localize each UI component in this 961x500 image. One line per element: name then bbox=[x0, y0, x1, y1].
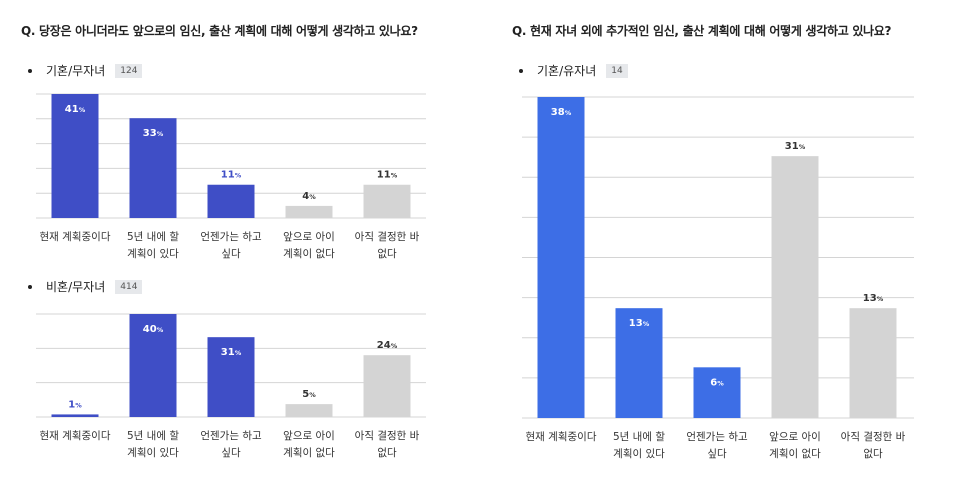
category-label: 아직 결정한 바 bbox=[841, 431, 906, 443]
bar bbox=[849, 308, 897, 418]
data-label: 41% bbox=[65, 104, 86, 115]
category-label: 앞으로 아이 bbox=[283, 231, 335, 243]
category-label: 싶다 bbox=[221, 248, 241, 260]
bar bbox=[363, 184, 411, 218]
bar bbox=[285, 205, 333, 218]
category-label: 5년 내에 할 bbox=[613, 431, 665, 443]
data-label: 5% bbox=[302, 389, 316, 400]
category-label: 없다 bbox=[863, 447, 883, 460]
category-label: 현재 계획중이다 bbox=[40, 231, 111, 243]
respondent-count-badge: 14 bbox=[606, 63, 628, 78]
data-label: 38% bbox=[551, 107, 572, 118]
category-label: 아직 결정한 바 bbox=[355, 430, 420, 442]
category-label: 싶다 bbox=[707, 448, 727, 460]
bar bbox=[771, 156, 819, 418]
category-label: 없다 bbox=[377, 247, 397, 260]
category-label: 없다 bbox=[377, 446, 397, 459]
data-label: 1% bbox=[68, 399, 82, 410]
bar bbox=[51, 414, 99, 417]
category-label: 5년 내에 할 bbox=[127, 430, 179, 442]
data-label: 4% bbox=[302, 191, 316, 202]
category-label: 현재 계획중이다 bbox=[40, 430, 111, 442]
data-label: 31% bbox=[221, 347, 242, 358]
category-label: 계획이 있다 bbox=[613, 448, 665, 460]
category-label: 계획이 있다 bbox=[127, 447, 179, 459]
data-label: 13% bbox=[629, 318, 650, 329]
group-label: 기혼/유자녀 bbox=[537, 64, 597, 78]
category-label: 현재 계획중이다 bbox=[526, 431, 597, 443]
bar bbox=[537, 97, 585, 418]
category-label: 언젠가는 하고 bbox=[200, 429, 262, 442]
bullet-icon bbox=[28, 284, 32, 289]
bar bbox=[363, 355, 411, 417]
bar bbox=[129, 118, 177, 218]
bullet-icon bbox=[28, 68, 32, 73]
bar bbox=[129, 314, 177, 417]
data-label: 11% bbox=[377, 170, 398, 181]
category-label: 5년 내에 할 bbox=[127, 231, 179, 243]
category-label: 계획이 없다 bbox=[769, 447, 821, 460]
data-label: 31% bbox=[785, 141, 806, 152]
category-label: 앞으로 아이 bbox=[769, 431, 821, 443]
category-label: 싶다 bbox=[221, 447, 241, 459]
bar bbox=[207, 337, 255, 417]
group-header-married-with-children: 기혼/유자녀 14 bbox=[519, 62, 628, 79]
data-label: 40% bbox=[143, 324, 164, 335]
left-question-title: Q. 당장은 아니더라도 앞으로의 임신, 출산 계획에 대해 어떻게 생각하고… bbox=[21, 24, 418, 38]
category-label: 앞으로 아이 bbox=[283, 430, 335, 442]
data-label: 24% bbox=[377, 340, 398, 351]
data-label: 6% bbox=[710, 377, 724, 388]
group-label: 기혼/무자녀 bbox=[46, 64, 106, 78]
category-label: 아직 결정한 바 bbox=[355, 231, 420, 243]
bar bbox=[285, 404, 333, 417]
bullet-icon bbox=[519, 68, 523, 73]
bar bbox=[51, 94, 99, 218]
group-header-married-childless: 기혼/무자녀 124 bbox=[28, 62, 143, 79]
category-label: 언젠가는 하고 bbox=[686, 430, 748, 443]
category-label: 계획이 없다 bbox=[283, 446, 335, 459]
bar bbox=[207, 184, 255, 218]
category-label: 계획이 없다 bbox=[283, 247, 335, 260]
category-label: 계획이 있다 bbox=[127, 248, 179, 260]
data-label: 13% bbox=[863, 293, 884, 304]
category-label: 언젠가는 하고 bbox=[200, 230, 262, 243]
group-label: 비혼/무자녀 bbox=[46, 280, 106, 294]
group-header-unmarried-childless: 비혼/무자녀 414 bbox=[28, 278, 143, 295]
data-label: 11% bbox=[221, 170, 242, 181]
right-question-title: Q. 현재 자녀 외에 추가적인 임신, 출산 계획에 대해 어떻게 생각하고 … bbox=[512, 24, 892, 38]
bar bbox=[693, 367, 741, 418]
bar bbox=[615, 308, 663, 418]
data-label: 33% bbox=[143, 128, 164, 139]
respondent-count-badge: 414 bbox=[115, 279, 143, 294]
respondent-count-badge: 124 bbox=[115, 63, 143, 78]
